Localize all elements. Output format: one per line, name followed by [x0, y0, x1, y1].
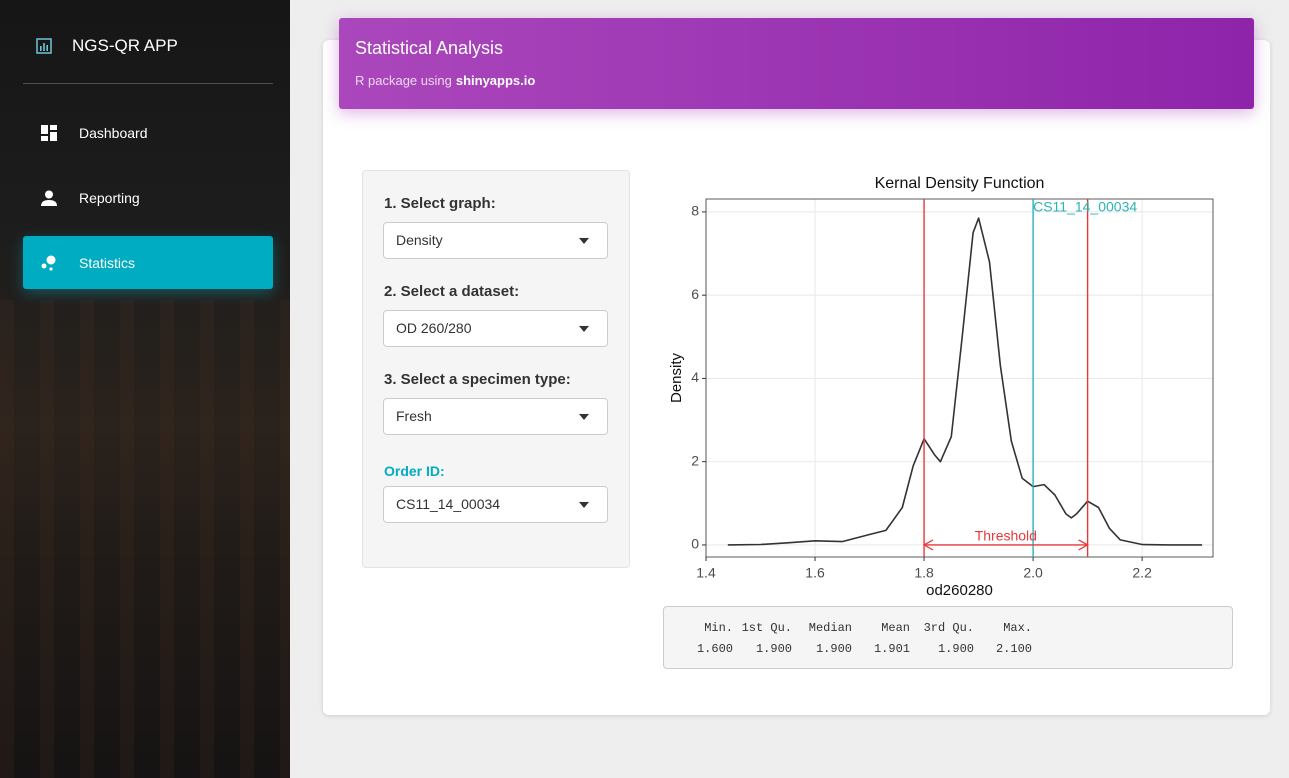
dashboard-icon: [41, 124, 57, 141]
header-subtitle: R package using shinyapps.io: [355, 73, 535, 88]
nav-label: Dashboard: [79, 124, 148, 141]
field-label: 2. Select a dataset:: [384, 283, 520, 300]
reference-label: CS11_14_00034: [1033, 199, 1137, 215]
brand-icon: [36, 38, 52, 54]
threshold-label: Threshold: [975, 528, 1037, 544]
summary-header: Mean: [881, 621, 910, 635]
y-tick-label: 0: [691, 536, 699, 552]
y-tick-label: 8: [691, 203, 699, 219]
y-tick-label: 4: [691, 369, 699, 385]
field-label: 3. Select a specimen type:: [384, 371, 571, 388]
summary-header: 1st Qu.: [742, 621, 792, 635]
nav-label: Reporting: [79, 189, 140, 206]
caret: [579, 414, 589, 420]
select[interactable]: CS11_14_00034: [383, 486, 608, 523]
summary-header: Max.: [1003, 621, 1032, 635]
summary-value: 1.900: [756, 642, 792, 656]
summary-header: 3rd Qu.: [924, 621, 974, 635]
summary-value: 1.900: [816, 642, 852, 656]
nav-item[interactable]: Reporting: [23, 171, 273, 224]
field-label: 1. Select graph:: [384, 195, 496, 212]
y-axis-label: Density: [668, 352, 685, 403]
x-tick-label: 2.2: [1132, 565, 1152, 581]
y-tick-label: 6: [691, 286, 699, 302]
arrow-head: [922, 539, 1089, 551]
summary-header: Median: [809, 621, 852, 635]
divider: [23, 83, 273, 84]
panel-border: [705, 198, 1214, 558]
card-header: Statistical Analysis R package using shin…: [339, 18, 1254, 109]
select-value: Density: [396, 232, 443, 248]
nav-item[interactable]: Statistics: [23, 236, 273, 289]
field-label: Order ID:: [384, 463, 445, 479]
select-value: Fresh: [396, 408, 432, 424]
summary-output: [663, 606, 1233, 669]
select[interactable]: Fresh: [383, 398, 608, 435]
x-axis-label: od260280: [926, 582, 993, 599]
x-tick-label: 1.4: [696, 565, 716, 581]
caret: [579, 326, 589, 332]
header-title: Statistical Analysis: [355, 38, 504, 58]
person-icon: [41, 190, 57, 206]
nav-label: Statistics: [79, 254, 136, 271]
caret: [579, 502, 589, 508]
chart-title: Kernal Density Function: [875, 175, 1045, 192]
summary-value: 2.100: [996, 642, 1032, 656]
x-tick-label: 1.8: [914, 565, 934, 581]
summary-value: 1.600: [697, 642, 733, 656]
subtitle-text: R package using: [355, 73, 452, 88]
select[interactable]: Density: [383, 222, 608, 259]
x-tick-label: 2.0: [1023, 565, 1043, 581]
nav-item[interactable]: Dashboard: [23, 106, 273, 159]
select-value: CS11_14_00034: [396, 496, 501, 512]
y-tick-label: 2: [691, 452, 699, 468]
summary-value: 1.900: [938, 642, 974, 656]
select-value: OD 260/280: [396, 320, 472, 336]
bubble-icon: [41, 255, 56, 271]
select[interactable]: OD 260/280: [383, 310, 608, 347]
density-line: [727, 217, 1203, 546]
brand[interactable]: NGS-QR APP: [36, 32, 178, 60]
subtitle-link[interactable]: shinyapps.io: [455, 73, 536, 88]
summary-value: 1.901: [874, 642, 910, 656]
caret: [579, 238, 589, 244]
summary-header: Min.: [704, 621, 733, 635]
x-tick-label: 1.6: [805, 565, 825, 581]
brand-name: NGS-QR APP: [72, 36, 178, 55]
sidebar: [0, 0, 290, 778]
